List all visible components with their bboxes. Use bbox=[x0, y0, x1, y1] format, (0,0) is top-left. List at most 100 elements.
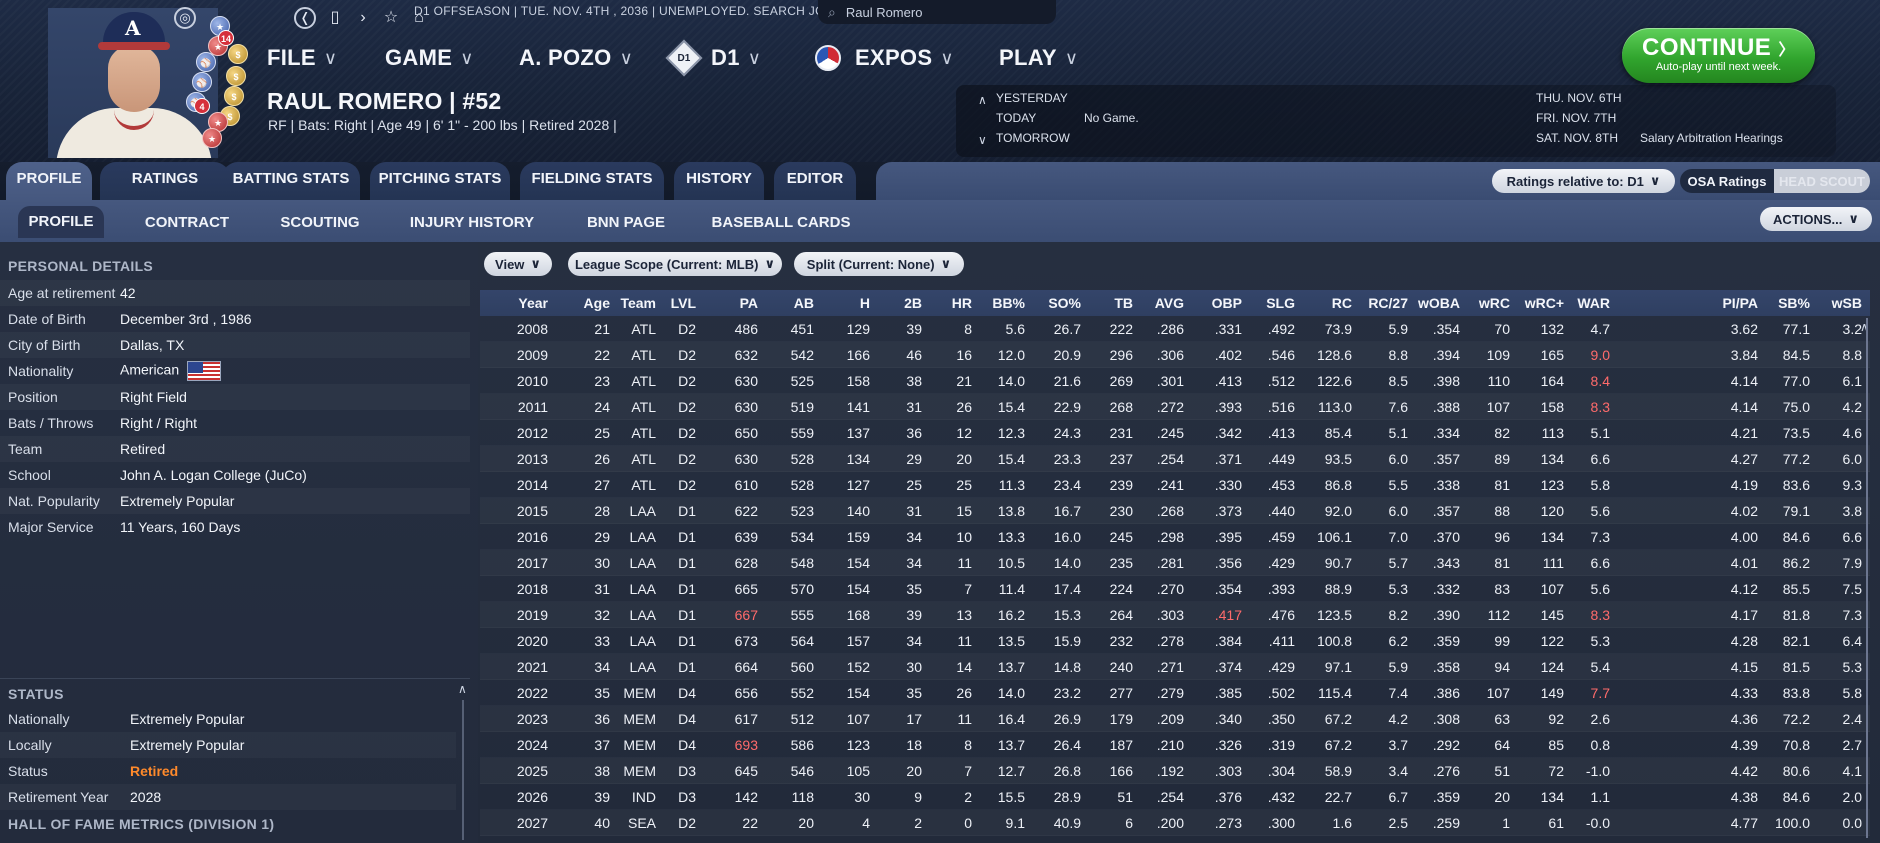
column-header-wrc-[interactable]: wRC+ bbox=[1524, 295, 1564, 311]
player-search[interactable]: ⌕ bbox=[818, 0, 1056, 24]
menu-manager[interactable]: A. POZO ∨ bbox=[519, 45, 633, 70]
actions-button[interactable]: ACTIONS... ∨ bbox=[1760, 207, 1872, 231]
subtab-baseball-cards[interactable]: BASEBALL CARDS bbox=[711, 214, 851, 231]
table-row[interactable]: 2012 25 ATL D2 650 559 137 36 12 12.3 24.3 231 .245.… bbox=[480, 420, 1870, 446]
scroll-up-icon[interactable]: ∧ bbox=[1860, 320, 1869, 334]
column-header-hr[interactable]: HR bbox=[951, 295, 972, 311]
table-row[interactable]: 2021 34 LAA D1 664 560 152 30 14 13.7 14.8 240 .271.… bbox=[480, 654, 1870, 680]
column-header-rc-27[interactable]: RC/27 bbox=[1368, 295, 1408, 311]
scroll-down-icon[interactable]: ∨ bbox=[978, 133, 987, 147]
table-row[interactable]: 2018 31 LAA D1 665 570 154 35 7 11.4 17.4 224 .270 .3… bbox=[480, 576, 1870, 602]
column-header-wrc[interactable]: wRC bbox=[1478, 295, 1510, 311]
back-icon[interactable]: ❬ bbox=[294, 7, 316, 29]
table-cell: 2.5 bbox=[1388, 815, 1408, 831]
awards-medals[interactable]: ★ ★ 14 $ ⚾ $ ⚾ $ ⚾ 4 $ ★ ★ bbox=[178, 8, 258, 148]
table-row[interactable]: 2014 27 ATL D2 610 528 127 25 25 11.3 23.4 239 .241.… bbox=[480, 472, 1870, 498]
table-cell: 22 bbox=[742, 815, 758, 831]
column-header-woba[interactable]: wOBA bbox=[1418, 295, 1460, 311]
tab-history[interactable]: HISTORY bbox=[674, 162, 764, 200]
column-header-year[interactable]: Year bbox=[518, 295, 548, 311]
forward-icon[interactable]: › bbox=[360, 9, 366, 26]
menu-play[interactable]: PLAY ∨ bbox=[999, 45, 1079, 70]
column-header-obp[interactable]: OBP bbox=[1211, 295, 1242, 311]
menu-team[interactable]: EXPOS ∨ bbox=[815, 42, 954, 74]
tab-profile[interactable]: PROFILE bbox=[6, 162, 92, 200]
table-cell: 30 bbox=[854, 789, 870, 805]
table-cell: 179 bbox=[1109, 711, 1133, 727]
star-icon[interactable]: ☆ bbox=[383, 9, 399, 26]
status-scrollbar[interactable] bbox=[462, 700, 464, 840]
stats-scrollbar[interactable] bbox=[1866, 318, 1868, 838]
table-row[interactable]: 2024 37 MEM D4 693 586 123 18 8 13.7 26.4 187 .210 .3… bbox=[480, 732, 1870, 758]
menu-game[interactable]: GAME ∨ bbox=[385, 45, 474, 70]
subtab-injury-history[interactable]: INJURY HISTORY bbox=[409, 214, 535, 231]
column-header-sb-[interactable]: SB% bbox=[1778, 295, 1810, 311]
split-select[interactable]: Split (Current: None) ∨ bbox=[794, 252, 964, 276]
detail-row: City of Birth Dallas, TX bbox=[0, 332, 470, 358]
osa-ratings-toggle[interactable]: OSA Ratings bbox=[1680, 169, 1774, 193]
column-header-h[interactable]: H bbox=[859, 295, 870, 311]
table-row[interactable]: 2017 30 LAA D1 628 548 154 34 11 10.5 14.0 235 .281.… bbox=[480, 550, 1870, 576]
subtab-contract[interactable]: CONTRACT bbox=[144, 214, 230, 231]
table-cell: 134 bbox=[1540, 789, 1564, 805]
column-header-tb[interactable]: TB bbox=[1114, 295, 1133, 311]
column-header-pi-pa[interactable]: PI/PA bbox=[1722, 295, 1758, 311]
table-row[interactable]: 2025 38 MEM D3 645 546 105 20 7 12.7 26.8 166 .192 .3… bbox=[480, 758, 1870, 784]
home-icon[interactable]: ⌂ bbox=[414, 9, 424, 26]
subtab-scouting[interactable]: SCOUTING bbox=[280, 214, 360, 231]
tab-fielding-stats[interactable]: FIELDING STATS bbox=[520, 162, 664, 200]
column-header-wsb[interactable]: wSB bbox=[1831, 295, 1862, 311]
table-row[interactable]: 2026 39 IND D3 142 118 30 9 2 15.5 28.9 51 .254 .376.… bbox=[480, 784, 1870, 810]
column-header-war[interactable]: WAR bbox=[1577, 295, 1610, 311]
column-header-ab[interactable]: AB bbox=[793, 295, 814, 311]
table-cell: 3.84 bbox=[1730, 347, 1758, 363]
table-row[interactable]: 2011 24 ATL D2 630 519 141 31 26 15.4 22.9 268 .272.… bbox=[480, 394, 1870, 420]
collapse-icon[interactable]: ∧ bbox=[458, 682, 467, 696]
column-header-pa[interactable]: PA bbox=[739, 295, 758, 311]
table-row[interactable]: 2010 23 ATL D2 630 525 158 38 21 14.0 21.6 269 .301.… bbox=[480, 368, 1870, 394]
menu-file[interactable]: FILE ∨ bbox=[267, 45, 338, 70]
tab-ratings[interactable]: RATINGS bbox=[100, 162, 230, 200]
table-row[interactable]: 2015 28 LAA D1 622 523 140 31 15 13.8 16.7 230 .268.… bbox=[480, 498, 1870, 524]
tab-pitching-stats[interactable]: PITCHING STATS bbox=[370, 162, 510, 200]
column-header-slg[interactable]: SLG bbox=[1266, 295, 1295, 311]
tab-editor[interactable]: EDITOR bbox=[774, 162, 856, 200]
column-header-age[interactable]: Age bbox=[583, 295, 610, 311]
view-select[interactable]: View ∨ bbox=[484, 252, 552, 276]
table-row[interactable]: 2008 21 ATL D2 486 451 129 39 8 5.6 26.7 222 .286 .33… bbox=[480, 316, 1870, 342]
column-header-so-[interactable]: SO% bbox=[1048, 295, 1081, 311]
league-scope-select[interactable]: League Scope (Current: MLB) ∨ bbox=[568, 252, 782, 276]
table-cell: 6.6 bbox=[1842, 529, 1862, 545]
column-header-rc[interactable]: RC bbox=[1331, 295, 1352, 311]
subtab-bnn-page[interactable]: BNN PAGE bbox=[586, 214, 666, 231]
table-row[interactable]: 2020 33 LAA D1 673 564 157 34 11 13.5 15.9 232 .278.… bbox=[480, 628, 1870, 654]
column-header-2b[interactable]: 2B bbox=[904, 295, 922, 311]
table-row[interactable]: 2013 26 ATL D2 630 528 134 29 20 15.4 23.3 237 .254.… bbox=[480, 446, 1870, 472]
tab-batting-stats[interactable]: BATTING STATS bbox=[222, 162, 360, 200]
table-row[interactable]: 2023 36 MEM D4 617 512 107 17 11 16.4 26.9 179 .209.… bbox=[480, 706, 1870, 732]
table-row[interactable]: 2022 35 MEM D4 656 552 154 35 26 14.0 23.2 277 .279.… bbox=[480, 680, 1870, 706]
table-cell: 12.7 bbox=[997, 763, 1025, 779]
globe-icon[interactable]: ◎ bbox=[174, 7, 196, 29]
table-row[interactable]: 2019 32 LAA D1 667 555 168 39 13 16.2 15.3 264 .303.… bbox=[480, 602, 1870, 628]
search-input[interactable] bbox=[845, 4, 1036, 20]
table-cell: 11.4 bbox=[998, 581, 1025, 597]
table-row[interactable]: 2009 22 ATL D2 632 542 166 46 16 12.0 20.9 296 .306.… bbox=[480, 342, 1870, 368]
column-header-team[interactable]: Team bbox=[620, 295, 656, 311]
subtab-profile[interactable]: PROFILE bbox=[18, 206, 104, 238]
table-row[interactable]: 2016 29 LAA D1 639 534 159 34 10 13.3 16.0 245 .298.… bbox=[480, 524, 1870, 550]
table-row[interactable]: 2027 40 SEA D2 22 20 4 2 0 9.1 40.9 6.200.273.300 1.… bbox=[480, 810, 1870, 836]
column-header-lvl[interactable]: LVL bbox=[670, 295, 696, 311]
column-header-bb-[interactable]: BB% bbox=[992, 295, 1025, 311]
table-cell: 157 bbox=[846, 633, 870, 649]
menu-league[interactable]: D1 D1 ∨ bbox=[665, 39, 761, 77]
ratings-relative-select[interactable]: Ratings relative to: D1 ∨ bbox=[1492, 169, 1675, 193]
scroll-up-icon[interactable]: ∧ bbox=[978, 93, 987, 107]
game-status-line[interactable]: D1 OFFSEASON | TUE. NOV. 4TH , 2036 | UN… bbox=[414, 4, 853, 18]
phone-icon[interactable]: ▯ bbox=[330, 9, 340, 26]
award-count-badge: 14 bbox=[218, 30, 234, 46]
column-header-avg[interactable]: AVG bbox=[1154, 295, 1184, 311]
table-cell: 546 bbox=[790, 763, 814, 779]
head-scout-toggle[interactable]: HEAD SCOUT bbox=[1774, 169, 1870, 193]
continue-button[interactable]: CONTINUE 〉 Auto-play until next week. bbox=[1622, 28, 1815, 83]
